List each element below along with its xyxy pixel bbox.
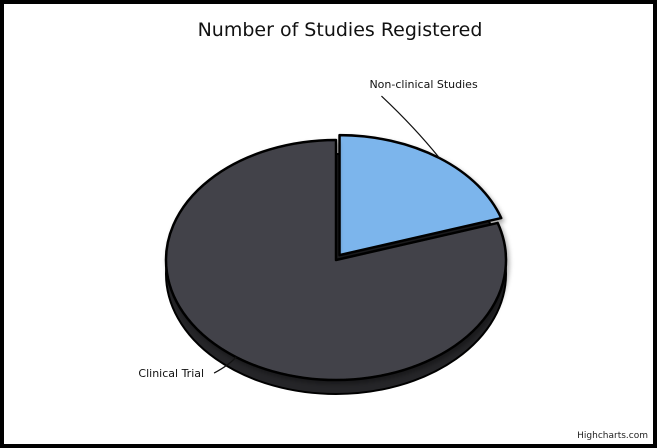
chart-title: Number of Studies Registered bbox=[198, 19, 483, 41]
label-connector bbox=[381, 95, 440, 159]
label-connector bbox=[213, 356, 237, 374]
pie-labels: Non-clinical Studies Clinical Trial bbox=[138, 78, 478, 380]
credits-label[interactable]: Highcharts.com bbox=[577, 431, 648, 441]
pie-slices bbox=[164, 133, 508, 395]
pie-chart: Number of Studies Registered Non-clinica… bbox=[138, 19, 648, 441]
pie-slice-clinical-trial[interactable] bbox=[164, 138, 508, 382]
data-label: Clinical Trial bbox=[138, 367, 204, 380]
data-label: Non-clinical Studies bbox=[369, 78, 478, 91]
pie-slice-non-clinical-studies[interactable] bbox=[338, 133, 503, 257]
